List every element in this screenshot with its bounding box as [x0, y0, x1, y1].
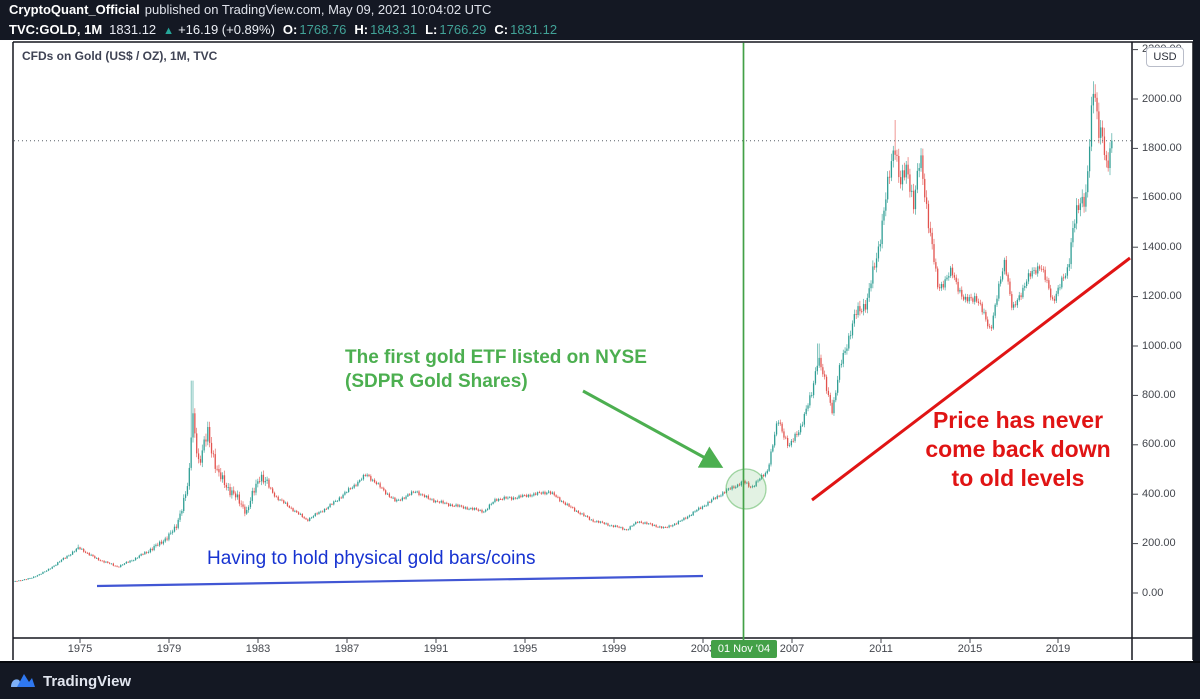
close-label: C:	[494, 22, 509, 37]
tradingview-brand-text[interactable]: TradingView	[43, 672, 132, 690]
low-value: 1766.29	[439, 22, 487, 37]
x-axis-label: 2011	[869, 643, 893, 655]
y-axis-label: 1400.00	[1142, 240, 1182, 253]
physical-gold-line	[96, 574, 704, 588]
x-axis-label: 2003	[690, 643, 716, 655]
publish-info-row: CryptoQuant_Official published on Trading…	[0, 0, 1200, 20]
x-axis-label: 1979	[156, 643, 182, 655]
footer-bar: TradingView	[0, 661, 1200, 699]
etf-annotation-line1: The first gold ETF listed on NYSE	[345, 347, 647, 368]
author-name: CryptoQuant_Official	[9, 2, 140, 17]
y-axis-label: 0.00	[1142, 586, 1164, 599]
y-axis-label: 600.00	[1142, 438, 1176, 451]
currency-usd-badge[interactable]: USD	[1146, 47, 1184, 67]
x-axis-label: 2019	[1045, 643, 1071, 655]
y-axis-label: 2000.00	[1142, 92, 1182, 105]
axis-tick-marks	[79, 49, 1138, 643]
high-label: H:	[354, 22, 369, 37]
publish-info: published on TradingView.com, May 09, 20…	[144, 2, 492, 17]
y-axis-label: 1200.00	[1142, 290, 1182, 303]
x-axis-label: 1983	[245, 643, 271, 655]
red-trendline	[811, 256, 1131, 502]
physical-gold-annotation-text: Having to hold physical gold bars/coins	[207, 548, 535, 569]
chart-title: CFDs on Gold (US$ / OZ), 1M, TVC	[22, 49, 218, 63]
quote-row: TVC:GOLD, 1M 1831.12 ▲ +16.19 (+0.89%) O: 176…	[0, 20, 1200, 40]
y-axis-label: 800.00	[1142, 388, 1176, 401]
x-axis-label: 1995	[512, 643, 538, 655]
up-triangle-icon: ▲	[163, 25, 175, 37]
symbol-name: TVC:GOLD, 1M	[9, 22, 103, 37]
x-axis-label: 1975	[67, 643, 93, 655]
tradingview-logo-icon[interactable]	[10, 672, 36, 690]
last-price: 1831.12	[109, 22, 157, 37]
plot-border	[12, 41, 1194, 660]
y-axis-label: 1800.00	[1142, 141, 1182, 154]
x-axis-label: 1991	[423, 643, 449, 655]
y-axis-label: 200.00	[1142, 537, 1176, 550]
open-value: 1768.76	[299, 22, 347, 37]
high-value: 1843.31	[370, 22, 418, 37]
right-edge-strip	[1193, 40, 1200, 661]
event-date-badge: 01 Nov '04	[711, 640, 777, 658]
etf-event-ellipse	[725, 468, 767, 510]
y-axis-label: 1000.00	[1142, 339, 1182, 352]
etf-annotation-line2: (SDPR Gold Shares)	[345, 371, 528, 392]
price-change: +16.19 (+0.89%)	[178, 22, 275, 37]
candlestick-series	[14, 81, 1113, 582]
snapshot-header: CryptoQuant_Official published on Trading…	[0, 0, 1200, 40]
y-axis-label: 400.00	[1142, 487, 1176, 500]
x-axis-label: 1999	[601, 643, 627, 655]
close-value: 1831.12	[510, 22, 558, 37]
etf-arrow	[582, 389, 724, 468]
price-never-back-line2: come back down	[925, 436, 1110, 462]
x-axis-label: 2007	[779, 643, 805, 655]
price-never-back-line3: to old levels	[952, 465, 1085, 491]
low-label: L:	[425, 22, 438, 37]
price-never-back-line1: Price has never	[933, 407, 1103, 433]
x-axis-label: 1987	[334, 643, 360, 655]
y-axis-label: 1600.00	[1142, 191, 1182, 204]
x-axis-label: 2015	[957, 643, 983, 655]
open-label: O:	[282, 22, 298, 37]
